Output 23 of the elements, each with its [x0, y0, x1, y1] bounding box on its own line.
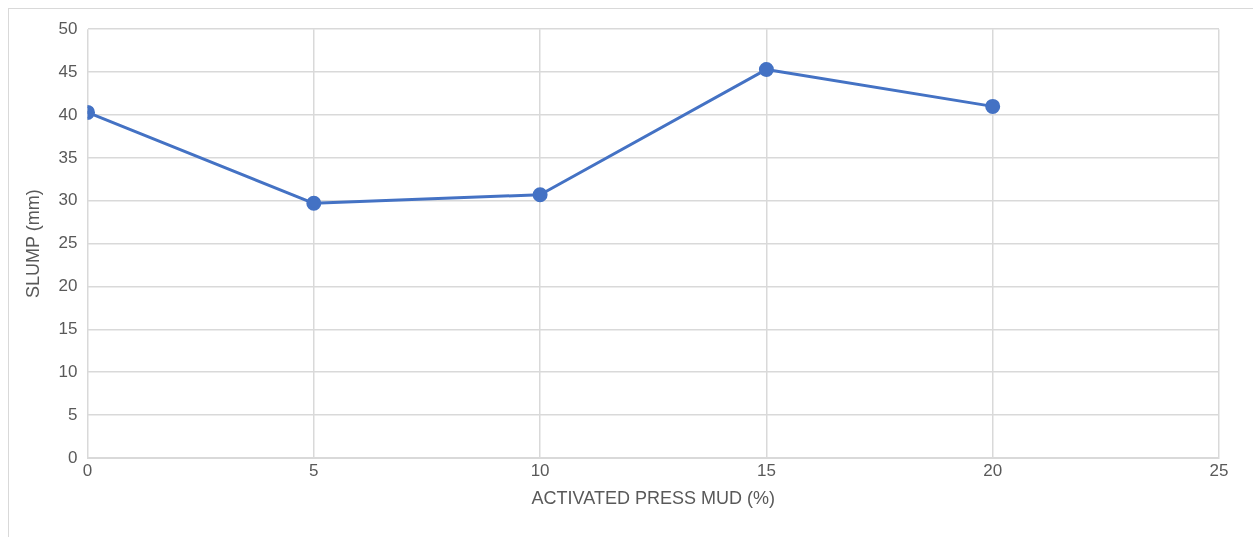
y-tick-label: 15	[58, 319, 78, 339]
x-tick-label: 0	[82, 460, 93, 480]
y-tick-label: 20	[58, 276, 78, 296]
x-tick-label: 10	[530, 460, 550, 480]
y-tick-label: 0	[68, 447, 78, 467]
x-tick-label: 25	[1209, 460, 1229, 480]
x-tick-label: 15	[756, 460, 776, 480]
y-tick-label: 10	[58, 361, 78, 381]
y-tick-label: 5	[68, 404, 78, 424]
y-axis-title: SLUMP (mm)	[22, 189, 43, 298]
y-tick-label: 30	[58, 190, 78, 210]
x-tick-label: 20	[983, 460, 1003, 480]
y-tick-label: 50	[58, 18, 78, 38]
point	[306, 195, 322, 211]
point	[985, 98, 1001, 114]
x-axis-title: ACTIVATED PRESS MUD (%)	[531, 488, 775, 509]
y-tick-label: 40	[58, 104, 78, 124]
point	[758, 62, 774, 78]
y-tick-label: 25	[58, 233, 78, 253]
x-tick-label: 5	[309, 460, 319, 480]
y-tick-label: 35	[58, 147, 78, 167]
point	[532, 187, 548, 203]
y-tick-label: 45	[58, 61, 78, 81]
